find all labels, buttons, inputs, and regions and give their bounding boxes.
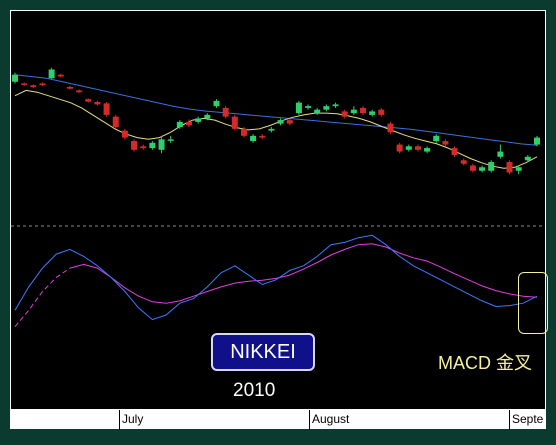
up-candle (305, 106, 312, 108)
up-candle (314, 109, 321, 114)
x-axis: July August Septe (10, 409, 546, 430)
up-candle (332, 104, 339, 107)
macd-golden-cross-label: MACD 金叉 (438, 353, 532, 373)
down-candle (341, 111, 348, 117)
up-candle (250, 135, 257, 142)
macd-signal-line-start (14, 267, 71, 328)
price-macd-chart (11, 67, 545, 328)
down-candle (259, 135, 266, 138)
down-candle (39, 83, 46, 86)
down-candle (21, 83, 28, 85)
up-candle (515, 167, 522, 171)
down-candle (66, 86, 73, 89)
down-candle (186, 121, 192, 126)
down-candle (378, 109, 385, 115)
up-candle (350, 109, 357, 114)
x-tick-label-july: July (122, 412, 144, 426)
up-candle (433, 135, 440, 142)
up-candle (167, 139, 174, 141)
down-candle (222, 107, 229, 117)
up-candle (158, 139, 165, 150)
down-candle (451, 148, 458, 156)
up-candle (424, 148, 431, 152)
down-candle (396, 144, 403, 152)
up-candle (176, 121, 183, 128)
up-candle (149, 142, 156, 149)
macd-line (14, 234, 538, 321)
down-candle (30, 85, 37, 87)
down-candle (506, 162, 513, 173)
down-candle (414, 146, 421, 150)
year-label: 2010 (233, 380, 276, 401)
down-candle (76, 90, 83, 93)
up-candle (213, 100, 220, 107)
down-candle (85, 99, 92, 102)
down-candle (442, 141, 449, 145)
down-candle (103, 103, 110, 115)
up-candle (12, 74, 18, 82)
x-tick-label-september: Septe (512, 412, 544, 426)
down-candle (460, 160, 467, 164)
down-candle (240, 128, 247, 136)
down-candle (140, 146, 147, 149)
down-candle (469, 165, 476, 171)
down-candle (94, 101, 101, 105)
down-candle (286, 120, 293, 124)
up-candle (195, 118, 202, 122)
up-candle (534, 137, 540, 145)
up-candle (497, 151, 504, 157)
short-moving-average-line (14, 89, 538, 169)
down-candle (112, 116, 119, 128)
up-candle (405, 146, 412, 150)
down-candle (231, 116, 238, 129)
up-candle (277, 120, 284, 124)
x-tick-label-august: August (312, 412, 350, 426)
up-candle (369, 111, 376, 115)
down-candle (131, 141, 138, 150)
up-candle (204, 114, 211, 119)
x-tick-august (309, 410, 310, 430)
up-candle (48, 69, 55, 79)
up-candle (323, 106, 330, 110)
macd-crossover-highlight (518, 272, 548, 334)
up-candle (268, 128, 275, 131)
down-candle (121, 130, 128, 138)
down-candle (387, 123, 394, 133)
plot-area: NIKKEI 2010 MACD 金叉 (10, 10, 548, 410)
up-candle (488, 162, 495, 171)
down-candle (360, 107, 366, 114)
macd-signal-line (69, 243, 538, 304)
index-title-badge: NIKKEI (211, 333, 315, 371)
x-tick-july (119, 410, 120, 430)
up-candle (479, 167, 486, 171)
up-candle (524, 156, 531, 161)
down-candle (57, 74, 64, 77)
up-candle (295, 102, 302, 114)
long-moving-average-line (14, 74, 538, 146)
x-tick-september (509, 410, 510, 430)
